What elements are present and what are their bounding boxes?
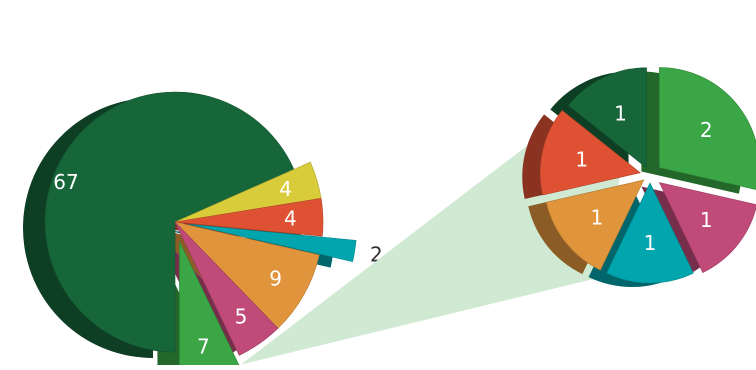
main-slice-label: 9 [269,267,282,291]
secondary-slice [606,182,694,284]
main-slice-label: 4 [279,177,292,201]
connector-band [218,67,630,370]
main-slice [174,198,324,237]
secondary-slice-label: 1 [590,205,603,229]
main-slice [174,221,320,329]
secondary-slice-label: 1 [614,102,627,126]
secondary-slice [545,179,645,271]
secondary-slice [659,67,756,190]
secondary-slice [567,67,647,169]
secondary-slice-label: 1 [644,231,657,255]
secondary-slice-label: 1 [700,208,713,232]
secondary-slice-label: 1 [575,147,588,171]
main-slice [44,91,295,353]
main-slice-label: 5 [235,305,248,329]
secondary-pie: 2 1 1 1 1 1 [522,67,756,287]
secondary-slice-label: 2 [700,118,713,142]
main-slice-label: 4 [284,206,297,230]
main-slice-label: 7 [197,334,210,358]
main-slice [174,221,279,356]
main-slice-label: 67 [53,170,78,194]
main-slice [188,223,357,262]
secondary-slice [539,110,641,196]
